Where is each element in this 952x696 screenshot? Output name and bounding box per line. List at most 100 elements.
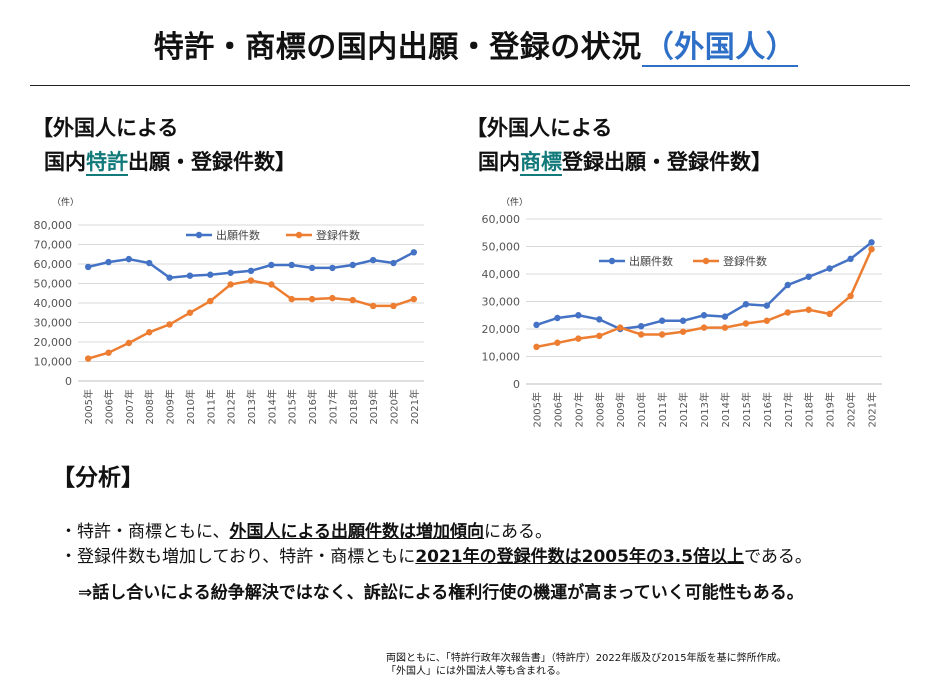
trademark-x-tick-label: 2019年 <box>824 392 837 427</box>
patent-x-tick-label: 2009年 <box>164 389 177 424</box>
patent-series-2-point <box>308 295 316 303</box>
trademark-series-2-point <box>554 339 561 346</box>
trademark-x-tick-label: 2005年 <box>530 392 543 427</box>
trademark-heading-highlight: 商標 <box>520 150 562 176</box>
patent-heading-highlight: 特許 <box>86 150 128 176</box>
patent-series-2-point <box>410 295 418 303</box>
patent-series-1-point <box>227 269 234 276</box>
patent-series-2-point <box>84 355 92 362</box>
patent-x-tick-label: 2021年 <box>408 389 421 424</box>
patent-series-1-point <box>146 259 153 267</box>
trademark-series-2-point <box>763 317 771 324</box>
patent-y-tick-label: 80,000 <box>34 219 73 232</box>
trademark-x-tick-label: 2015年 <box>740 392 753 427</box>
trademark-legend-marker-2 <box>702 257 710 265</box>
patent-x-tick-label: 2012年 <box>225 389 238 424</box>
trademark-x-tick-label: 2021年 <box>866 392 879 427</box>
patent-legend-marker-1 <box>195 231 203 239</box>
patent-series-2-point <box>105 349 112 356</box>
patent-chart-heading: 【外国人による 国内特許出願・登録件数】 <box>32 111 296 179</box>
trademark-heading-line2: 国内商標登録出願・登録件数】 <box>466 145 772 179</box>
trademark-x-tick-label: 2010年 <box>635 392 648 427</box>
trademark-y-tick-label: 10,000 <box>482 351 521 364</box>
patent-y-tick-label: 50,000 <box>34 278 73 291</box>
patent-series-2-point <box>146 329 153 336</box>
trademark-x-tick-label: 2014年 <box>719 392 732 427</box>
trademark-x-tick-label: 2013年 <box>698 392 711 427</box>
trademark-x-tick-label: 2016年 <box>761 392 774 427</box>
bullet-1-emphasis: 外国人による出願件数は増加傾向 <box>229 522 485 542</box>
bullet-1-pre: ・特許・商標ともに、 <box>60 522 230 542</box>
patent-series-2-point <box>166 321 173 328</box>
patent-legend-label-1: 出願件数 <box>216 228 260 242</box>
patent-chart-svg: （件） 0 10,000 20,000 30,000 40,000 50,000 60,000… <box>34 196 424 424</box>
bullet-1-post: にある。 <box>484 522 552 542</box>
patent-heading-pre: 国内 <box>44 150 86 174</box>
trademark-x-tick-label: 2020年 <box>845 392 858 427</box>
trademark-x-tick-label: 2018年 <box>803 392 816 427</box>
trademark-series-2-point <box>847 292 854 300</box>
patent-x-tick-label: 2015年 <box>286 389 299 424</box>
patent-series-2-point <box>268 281 275 288</box>
patent-y-tick-label: 70,000 <box>34 239 73 252</box>
trademark-series-2-point <box>617 324 624 331</box>
trademark-series-1-point <box>826 265 833 272</box>
trademark-legend-label-1: 出願件数 <box>629 254 673 268</box>
trademark-series-1-point <box>554 314 561 322</box>
patent-line-chart: （件） 0 10,000 20,000 30,000 40,000 50,000 60,000… <box>30 195 438 440</box>
trademark-series-2-point <box>784 309 791 316</box>
trademark-series-1-point <box>658 317 666 324</box>
footnote-line-1: 両図ともに、「特許行政年次報告書」（特許庁）2022年版及び2015年版を基に弊… <box>386 653 787 664</box>
trademark-chart-svg: （件） 0 10,000 20,000 30,000 40,000 50,000 60,000… <box>482 196 882 427</box>
analysis-bullet-1: ・特許・商標ともに、外国人による出願件数は増加傾向にある。 <box>60 517 552 542</box>
trademark-unit-label: （件） <box>501 196 528 208</box>
patent-y-tick-label: 20,000 <box>34 336 73 349</box>
trademark-heading-post: 登録出願・登録件数】 <box>562 150 772 174</box>
patent-series-1-point <box>329 264 336 272</box>
patent-series-1-point <box>410 249 418 256</box>
patent-series-2-point <box>125 339 133 347</box>
source-footnote: 両図ともに、「特許行政年次報告書」（特許庁）2022年版及び2015年版を基に弊… <box>386 652 787 678</box>
footnote-line-2: 「外国人」には外国法人等も含まれる。 <box>386 666 566 677</box>
trademark-series-1-point <box>575 312 582 319</box>
patent-x-tick-label: 2007年 <box>123 389 136 424</box>
patent-x-tick-label: 2008年 <box>143 389 156 424</box>
trademark-series-2-point <box>721 324 729 331</box>
trademark-y-tick-label: 20,000 <box>482 323 521 336</box>
patent-series-2-point <box>227 281 234 288</box>
patent-series-1-point <box>105 258 112 266</box>
trademark-series-1-point <box>784 281 791 289</box>
trademark-x-tick-label: 2017年 <box>782 392 795 427</box>
trademark-heading-line1: 【外国人による <box>466 116 613 140</box>
patent-series-1-point <box>349 261 356 269</box>
patent-x-tick-label: 2020年 <box>387 389 400 424</box>
trademark-heading-pre: 国内 <box>478 150 520 174</box>
patent-x-tick-label: 2013年 <box>245 389 258 424</box>
trademark-series-1-point <box>847 255 854 263</box>
trademark-series-2-point <box>805 306 812 313</box>
patent-x-tick-label: 2005年 <box>82 389 95 424</box>
bullet-2-emphasis: 2021年の登録件数は2005年の3.5倍以上 <box>415 547 745 567</box>
patent-series-1-point <box>186 272 194 279</box>
title-main: 特許・商標の国内出願・登録の状況 <box>153 30 642 65</box>
trademark-series-2-point <box>596 332 603 340</box>
trademark-line-chart: （件） 0 10,000 20,000 30,000 40,000 50,000 60,000… <box>468 195 888 440</box>
trademark-series-1-point <box>742 301 750 308</box>
patent-x-tick-label: 2014年 <box>265 389 278 424</box>
patent-series-2-point <box>349 296 356 304</box>
patent-x-tick-label: 2011年 <box>204 389 217 424</box>
trademark-series-1-point <box>763 302 771 309</box>
patent-x-tick-label: 2019年 <box>367 389 380 424</box>
patent-series-line-2 <box>87 279 415 360</box>
patent-y-tick-label: 40,000 <box>34 297 73 310</box>
patent-series-1-point <box>247 267 255 275</box>
trademark-y-tick-label: 0 <box>513 378 520 391</box>
trademark-series-2-point <box>575 335 582 342</box>
patent-series-2-point <box>207 297 214 305</box>
patent-series-1-point <box>369 256 377 264</box>
trademark-y-tick-label: 30,000 <box>482 296 521 309</box>
trademark-y-tick-label: 50,000 <box>482 241 521 254</box>
trademark-series-2-point <box>826 310 833 318</box>
patent-unit-label: （件） <box>52 196 79 208</box>
trademark-x-tick-label: 2009年 <box>614 392 627 427</box>
